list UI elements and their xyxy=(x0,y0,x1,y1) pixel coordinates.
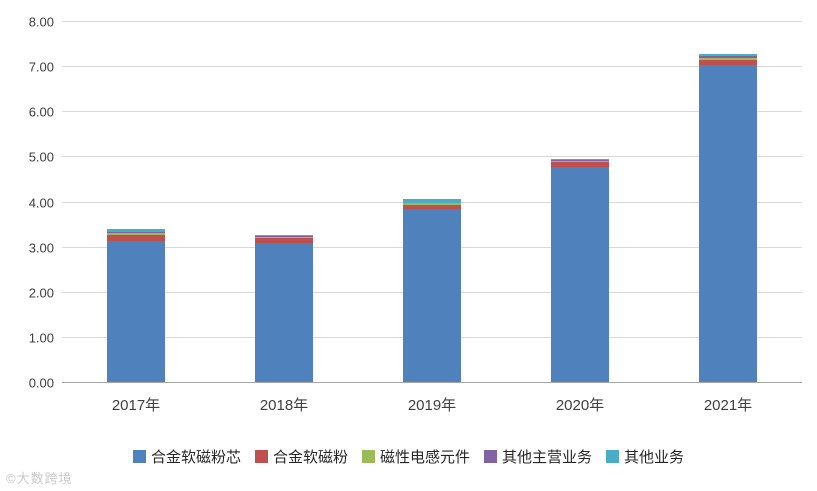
bar-segment xyxy=(107,240,165,383)
bar-segment xyxy=(551,161,609,163)
legend-swatch-icon xyxy=(132,450,146,463)
y-axis-tick-label: 6.00 xyxy=(28,104,54,120)
bar-column xyxy=(506,22,654,383)
legend-label: 磁性电感元件 xyxy=(379,449,470,466)
bar-segment xyxy=(403,203,461,205)
x-axis: 2017年 2018年 2019年 2020年 2021年 xyxy=(62,394,802,415)
y-axis-tick-label: 7.00 xyxy=(28,59,54,75)
bar-column xyxy=(358,22,506,383)
bar-segment xyxy=(403,199,461,203)
bar-segment xyxy=(255,243,313,383)
legend-label: 其他主营业务 xyxy=(502,449,593,466)
legend-swatch-icon xyxy=(606,450,620,463)
y-axis-tick-label: 1.00 xyxy=(28,330,54,346)
legend-label: 合金软磁粉芯 xyxy=(150,449,241,466)
x-axis-category-label: 2019年 xyxy=(407,397,457,414)
y-axis-tick-label: 4.00 xyxy=(28,195,54,210)
bar-segment xyxy=(255,237,313,244)
y-axis-tick-label: 8.00 xyxy=(28,14,54,30)
y-axis-tick-label: 5.00 xyxy=(28,149,54,165)
bar-segment xyxy=(255,236,313,238)
bar-segment xyxy=(699,53,757,57)
bar-column xyxy=(210,22,358,383)
x-axis-category-label: 2020年 xyxy=(555,397,605,414)
gridline xyxy=(62,156,802,158)
plot-area xyxy=(62,21,802,383)
stacked-bar xyxy=(107,228,165,383)
legend-item: 合金软磁粉芯 xyxy=(132,446,241,467)
legend-swatch-icon xyxy=(361,450,375,463)
y-axis-tick-label: 3.00 xyxy=(28,240,54,256)
bar-segment xyxy=(699,57,757,61)
bar-segment xyxy=(551,158,609,161)
legend-item: 其他业务 xyxy=(606,446,684,467)
y-axis: 0.00 1.00 2.00 3.00 4.00 5.00 6.00 7.00 8.00 xyxy=(0,15,54,391)
legend-swatch-icon xyxy=(484,450,497,463)
bar-segment xyxy=(107,232,165,234)
bar-column xyxy=(62,22,210,383)
bar-segment xyxy=(255,235,313,237)
bar-segment xyxy=(699,56,757,58)
x-axis-category-label: 2021年 xyxy=(703,397,753,414)
stacked-bar xyxy=(699,53,757,383)
gridline xyxy=(62,111,802,113)
legend-item: 其他主营业务 xyxy=(484,446,592,467)
watermark: ©大数跨境 xyxy=(6,471,73,486)
bar-segment xyxy=(699,64,757,383)
y-axis-tick-label: 0.00 xyxy=(28,375,54,391)
bar-segment xyxy=(107,233,165,235)
x-axis-line xyxy=(62,382,802,383)
legend: 合金软磁粉芯 合金软磁粉 磁性电感元件 其他主营业务 其他业务 xyxy=(0,446,817,467)
gridline xyxy=(62,66,802,68)
legend-item: 磁性电感元件 xyxy=(361,446,470,467)
legend-swatch-icon xyxy=(254,450,268,463)
bar-segment xyxy=(107,228,165,233)
legend-label: 其他业务 xyxy=(624,449,685,466)
bar-segment xyxy=(551,162,609,168)
bar-segment xyxy=(699,60,757,65)
bar-segment xyxy=(551,160,609,162)
bar-segment xyxy=(403,209,461,383)
stacked-bar xyxy=(255,235,313,383)
gridline xyxy=(62,21,802,22)
stacked-bar xyxy=(551,158,609,383)
y-axis-tick-label: 2.00 xyxy=(28,285,54,301)
legend-item: 合金软磁粉 xyxy=(254,446,348,467)
legend-label: 合金软磁粉 xyxy=(272,449,348,466)
x-axis-category-label: 2017年 xyxy=(111,397,161,414)
bar-column xyxy=(654,22,802,383)
bar-segment xyxy=(107,234,165,241)
bar-segment xyxy=(403,204,461,210)
bar-segment xyxy=(551,167,609,383)
x-axis-category-label: 2018年 xyxy=(259,397,309,414)
stacked-bar xyxy=(403,199,461,383)
bar-series-area xyxy=(62,22,802,383)
bar-segment xyxy=(403,202,461,204)
